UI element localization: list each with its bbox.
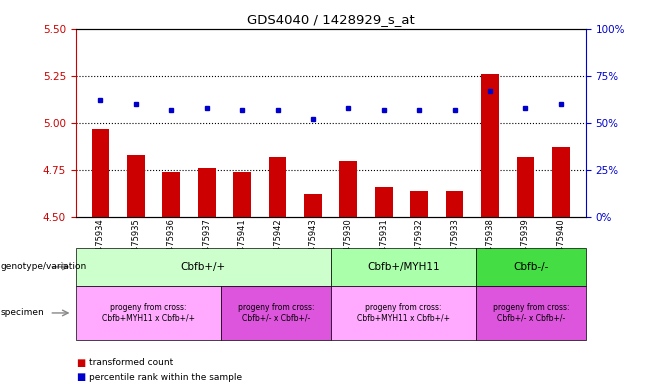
Bar xyxy=(91,129,109,217)
Bar xyxy=(340,161,357,217)
Bar xyxy=(411,190,428,217)
Text: Cbfb-/-: Cbfb-/- xyxy=(513,262,549,272)
Text: progeny from cross:
Cbfb+MYH11 x Cbfb+/+: progeny from cross: Cbfb+MYH11 x Cbfb+/+ xyxy=(102,303,195,323)
Text: progeny from cross:
Cbfb+/- x Cbfb+/-: progeny from cross: Cbfb+/- x Cbfb+/- xyxy=(493,303,569,323)
Text: progeny from cross:
Cbfb+MYH11 x Cbfb+/+: progeny from cross: Cbfb+MYH11 x Cbfb+/+ xyxy=(357,303,450,323)
Text: Cbfb+/MYH11: Cbfb+/MYH11 xyxy=(367,262,440,272)
Bar xyxy=(481,74,499,217)
Text: transformed count: transformed count xyxy=(89,358,173,367)
Text: percentile rank within the sample: percentile rank within the sample xyxy=(89,372,242,382)
Bar xyxy=(375,187,393,217)
Bar xyxy=(552,147,570,217)
Text: genotype/variation: genotype/variation xyxy=(1,262,87,271)
Text: specimen: specimen xyxy=(1,308,44,318)
Bar xyxy=(233,172,251,217)
Text: ■: ■ xyxy=(76,372,85,382)
Text: Cbfb+/+: Cbfb+/+ xyxy=(180,262,226,272)
Bar xyxy=(517,157,534,217)
Bar xyxy=(198,168,216,217)
Title: GDS4040 / 1428929_s_at: GDS4040 / 1428929_s_at xyxy=(247,13,415,26)
Bar xyxy=(304,194,322,217)
Text: progeny from cross:
Cbfb+/- x Cbfb+/-: progeny from cross: Cbfb+/- x Cbfb+/- xyxy=(238,303,315,323)
Text: ■: ■ xyxy=(76,358,85,368)
Bar xyxy=(445,190,463,217)
Bar xyxy=(163,172,180,217)
Bar xyxy=(268,157,286,217)
Bar xyxy=(127,155,145,217)
